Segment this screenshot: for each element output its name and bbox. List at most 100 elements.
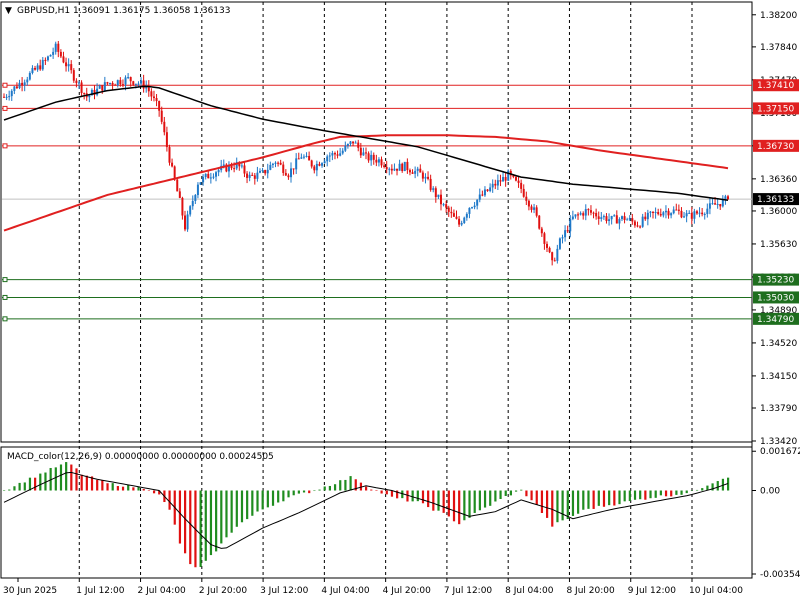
price-panel[interactable]: [0, 1, 753, 443]
candle-up: [662, 212, 665, 216]
candle-up: [628, 218, 631, 220]
candle-up: [290, 168, 293, 178]
candle-up: [31, 67, 34, 73]
candle-down: [595, 213, 598, 217]
candle-down: [336, 154, 339, 156]
candle-up: [507, 170, 510, 181]
candle-down: [3, 96, 5, 98]
candle-up: [331, 153, 334, 156]
candle-down: [93, 89, 96, 95]
candle-up: [703, 213, 706, 215]
symbol-menu-arrow[interactable]: ▼: [5, 6, 12, 16]
candle-up: [109, 82, 112, 84]
macd-bar: [509, 490, 512, 496]
candle-down: [181, 197, 184, 216]
candle-up: [28, 72, 31, 80]
macd-bar: [551, 490, 554, 527]
candle-up: [465, 213, 468, 218]
candle-down: [380, 159, 383, 166]
candle-down: [512, 175, 515, 177]
candle-down: [72, 70, 75, 81]
candle-up: [618, 219, 621, 224]
macd-bar: [199, 490, 202, 567]
support-price-label: 1.35030: [757, 293, 794, 303]
macd-bar: [690, 490, 693, 491]
candle-down: [375, 159, 378, 163]
macd-bar: [514, 490, 518, 492]
candle-up: [222, 164, 225, 166]
macd-bar: [421, 490, 425, 504]
candle-down: [401, 163, 404, 172]
macd-bar: [375, 490, 378, 491]
candle-down: [178, 191, 181, 198]
price-tick-label: 1.33420: [760, 437, 797, 447]
macd-bar: [54, 467, 57, 491]
candle-up: [377, 159, 380, 163]
macd-bar: [132, 487, 135, 491]
macd-bar: [101, 480, 104, 491]
symbol-info: GBPUSD,H1 1.36091 1.36175 1.36058 1.3613…: [17, 6, 230, 16]
candle-down: [421, 172, 424, 179]
macd-bar: [75, 468, 78, 491]
macd-bar: [458, 490, 461, 525]
macd-bar: [106, 483, 109, 491]
macd-bar: [670, 490, 673, 497]
candle-down: [450, 211, 453, 214]
macd-bar: [318, 489, 321, 491]
macd-bar: [308, 490, 311, 494]
macd-bar: [344, 479, 347, 491]
candle-up: [344, 145, 347, 151]
macd-bar: [127, 484, 130, 491]
macd-bar: [577, 490, 580, 514]
macd-panel[interactable]: [0, 446, 753, 579]
macd-bar: [178, 490, 182, 544]
macd-bar: [385, 490, 388, 495]
candle-down: [582, 213, 585, 216]
macd-bar: [323, 486, 326, 491]
macd-bar: [80, 474, 83, 491]
candle-up: [414, 170, 417, 174]
candle-up: [204, 173, 207, 177]
candle-down: [152, 96, 155, 98]
candle-up: [370, 154, 373, 161]
macd-bar: [721, 478, 725, 491]
macd-bar: [3, 490, 6, 491]
macd-bar: [158, 490, 161, 495]
candle-down: [150, 91, 153, 97]
candle-up: [256, 172, 259, 179]
candle-down: [522, 188, 525, 197]
candle-up: [326, 156, 329, 162]
candle-down: [385, 166, 388, 170]
macd-bar: [695, 489, 699, 491]
macd-bar: [644, 490, 647, 500]
candle-down: [147, 86, 150, 92]
current-price-tag: [753, 193, 799, 206]
candle-up: [302, 156, 305, 158]
macd-bar: [230, 490, 233, 533]
candle-down: [587, 209, 590, 211]
candle-down: [75, 80, 78, 84]
candle-down: [313, 166, 316, 171]
price-tick-label: 1.38200: [760, 11, 797, 21]
support-price-tag: [753, 291, 799, 304]
candle-up: [393, 168, 396, 171]
candle-down: [419, 168, 422, 173]
moving-averages: [3, 85, 729, 232]
candle-up: [670, 213, 673, 216]
candle-down: [333, 153, 336, 155]
candle-down: [357, 142, 360, 148]
candle-up: [41, 59, 44, 70]
price-axis: 1.382001.378401.374701.371001.367301.363…: [752, 11, 797, 447]
candle-down: [452, 213, 455, 217]
candle-up: [339, 153, 342, 156]
candle-down: [111, 82, 114, 85]
price-tick-label: 1.35630: [760, 240, 797, 250]
macd-bar: [359, 482, 363, 491]
candle-up: [649, 211, 652, 213]
macd-bar: [494, 490, 497, 502]
candle-down: [680, 210, 683, 218]
candle-up: [672, 209, 675, 214]
candle-down: [527, 200, 530, 207]
candle-up: [191, 200, 194, 207]
